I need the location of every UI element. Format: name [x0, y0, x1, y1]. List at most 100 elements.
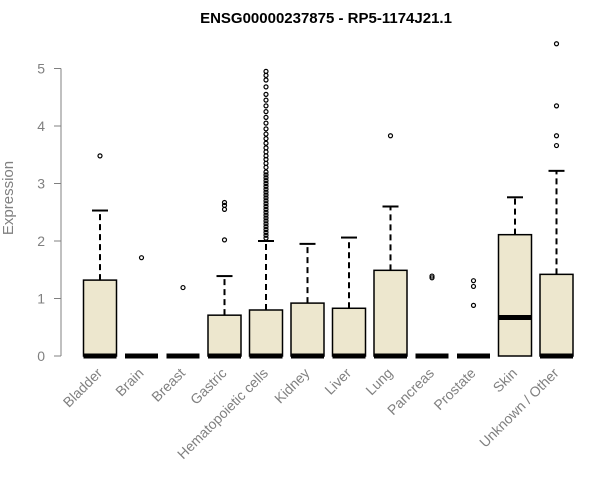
outlier-point — [138, 255, 145, 261]
outlier-point — [429, 275, 435, 281]
outlier-point — [263, 97, 269, 103]
y-tick-label: 5 — [37, 61, 45, 77]
y-axis-label: Expression — [0, 161, 17, 235]
outlier-point — [470, 283, 477, 290]
outlier-point — [263, 126, 269, 132]
outlier-point — [387, 133, 394, 139]
outlier-point — [263, 206, 269, 212]
outlier-point — [263, 140, 269, 146]
outlier-point — [263, 77, 269, 83]
outlier-point — [263, 145, 269, 151]
x-tick-label: Kidney — [271, 365, 313, 407]
outlier-point — [263, 183, 269, 189]
outlier-point — [263, 120, 269, 126]
box-body — [497, 233, 533, 357]
outlier-point — [263, 164, 269, 170]
box-1 — [125, 255, 158, 359]
outlier-point — [263, 169, 269, 175]
x-tick-label: Brain — [112, 365, 146, 399]
outlier-point — [263, 209, 269, 215]
x-tick-label: Liver — [321, 365, 354, 398]
x-tick-label: Prostate — [430, 365, 478, 413]
box-6 — [331, 236, 367, 359]
outlier-point — [263, 131, 269, 137]
x-tick-label: Bladder — [60, 365, 106, 411]
box-body — [539, 273, 574, 357]
box-body — [373, 269, 408, 357]
outlier-point — [180, 284, 186, 291]
box-5 — [290, 242, 325, 359]
outlier-point — [263, 235, 269, 241]
box-4 — [248, 68, 284, 359]
x-tick-label: Skin — [490, 365, 521, 396]
outlier-point — [97, 153, 103, 159]
outlier-point — [221, 199, 228, 206]
box-3 — [207, 199, 242, 359]
outlier-point — [221, 237, 228, 243]
outlier-point — [221, 206, 228, 212]
box-10 — [497, 196, 533, 357]
chart-title: ENSG00000237875 - RP5-1174J21.1 — [200, 10, 452, 27]
outlier-point — [263, 136, 269, 142]
outlier-point — [263, 229, 269, 235]
box-8 — [415, 273, 449, 359]
outlier-point — [263, 149, 269, 155]
outlier-point — [263, 192, 269, 198]
outlier-point — [263, 160, 269, 166]
outlier-point — [553, 41, 560, 47]
y-axis: 0 1 2 3 4 5 — [37, 61, 62, 364]
outlier-point — [263, 212, 269, 218]
box-body — [207, 314, 242, 357]
outlier-point — [553, 142, 560, 149]
outlier-point — [429, 273, 435, 279]
outlier-point — [263, 84, 269, 90]
outlier-point — [263, 203, 269, 210]
box-body — [290, 302, 325, 357]
y-tick-label: 1 — [37, 291, 45, 307]
outlier-point — [263, 180, 269, 187]
box-body — [331, 307, 367, 357]
x-tick-label: Breast — [148, 365, 188, 405]
box-0 — [82, 153, 118, 359]
y-tick-label: 0 — [37, 348, 45, 364]
outlier-point — [263, 198, 269, 204]
box-9 — [457, 278, 490, 359]
outlier-point — [263, 189, 269, 195]
x-tick-label: Lung — [362, 365, 395, 398]
outlier-point — [263, 114, 269, 120]
box-body — [82, 279, 118, 357]
outlier-point — [263, 195, 269, 201]
box-11 — [539, 41, 574, 359]
outlier-point — [263, 218, 269, 224]
y-tick-label: 3 — [37, 176, 45, 192]
y-tick-label: 4 — [37, 118, 45, 134]
outlier-point — [263, 201, 269, 207]
outlier-point — [263, 224, 269, 230]
outlier-point — [263, 103, 269, 109]
outlier-point — [221, 202, 228, 208]
outlier-point — [263, 91, 269, 97]
box-body — [248, 309, 284, 357]
outlier-point — [553, 103, 560, 109]
outlier-point — [263, 175, 269, 181]
outlier-point — [263, 68, 269, 74]
outlier-point — [263, 172, 269, 178]
outlier-point — [263, 232, 269, 238]
outlier-point — [470, 302, 477, 308]
outlier-point — [553, 133, 560, 139]
outlier-point — [263, 215, 269, 221]
outlier-point — [263, 226, 269, 233]
outlier-point — [263, 72, 269, 79]
outlier-point — [263, 221, 269, 227]
box-7 — [373, 133, 408, 359]
outlier-point — [470, 278, 477, 284]
outlier-point — [263, 109, 269, 115]
outlier-point — [263, 186, 269, 192]
y-tick-label: 2 — [37, 233, 45, 249]
box-series — [82, 41, 574, 359]
x-tick-label: Unknown / Other — [476, 365, 562, 451]
outlier-point — [263, 178, 269, 184]
box-2 — [166, 284, 200, 359]
